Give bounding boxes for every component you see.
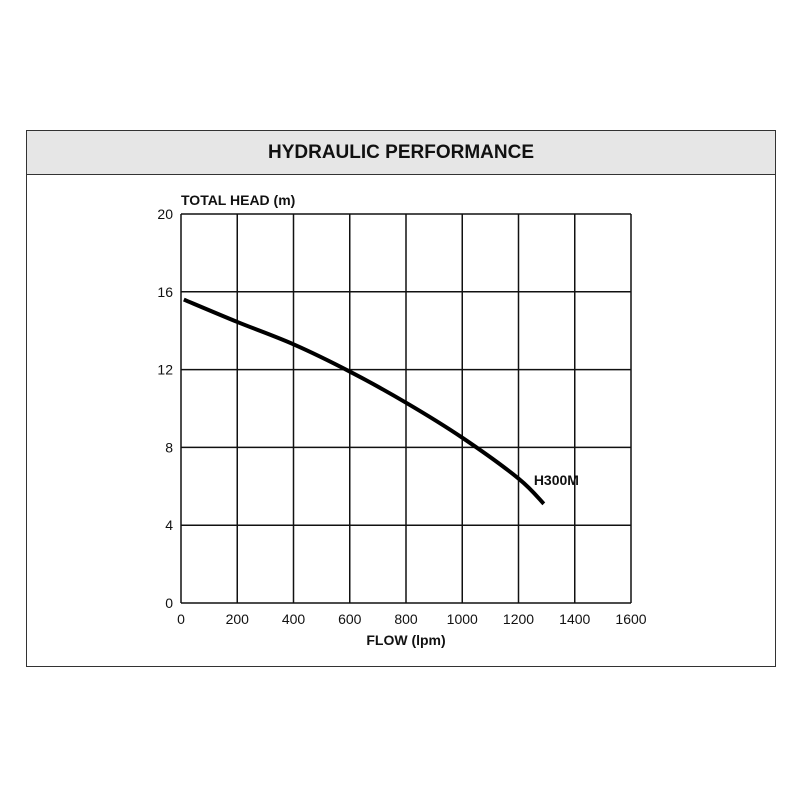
x-tick-label: 400 [282, 611, 306, 627]
x-tick-label: 1200 [503, 611, 534, 627]
x-tick-label: 1400 [559, 611, 590, 627]
y-tick-label: 8 [165, 439, 173, 455]
y-tick-label: 0 [165, 595, 173, 611]
series-label-h300m: H300M [534, 472, 579, 488]
y-tick-label: 4 [165, 517, 173, 533]
y-tick-label: 12 [157, 362, 173, 378]
y-tick-label: 16 [157, 284, 173, 300]
x-axis-label: FLOW (lpm) [366, 632, 445, 648]
x-tick-label: 0 [177, 611, 185, 627]
series-line-h300m [183, 297, 546, 506]
x-tick-label: 800 [394, 611, 418, 627]
chart-title: HYDRAULIC PERFORMANCE [27, 131, 775, 175]
y-tick-label: 20 [157, 206, 173, 222]
x-tick-label: 600 [338, 611, 362, 627]
x-tick-label: 200 [226, 611, 250, 627]
x-tick-label: 1000 [447, 611, 478, 627]
x-tick-label: 1600 [615, 611, 646, 627]
chart-frame: HYDRAULIC PERFORMANCE [26, 130, 776, 667]
y-axis-label: TOTAL HEAD (m) [181, 192, 295, 208]
